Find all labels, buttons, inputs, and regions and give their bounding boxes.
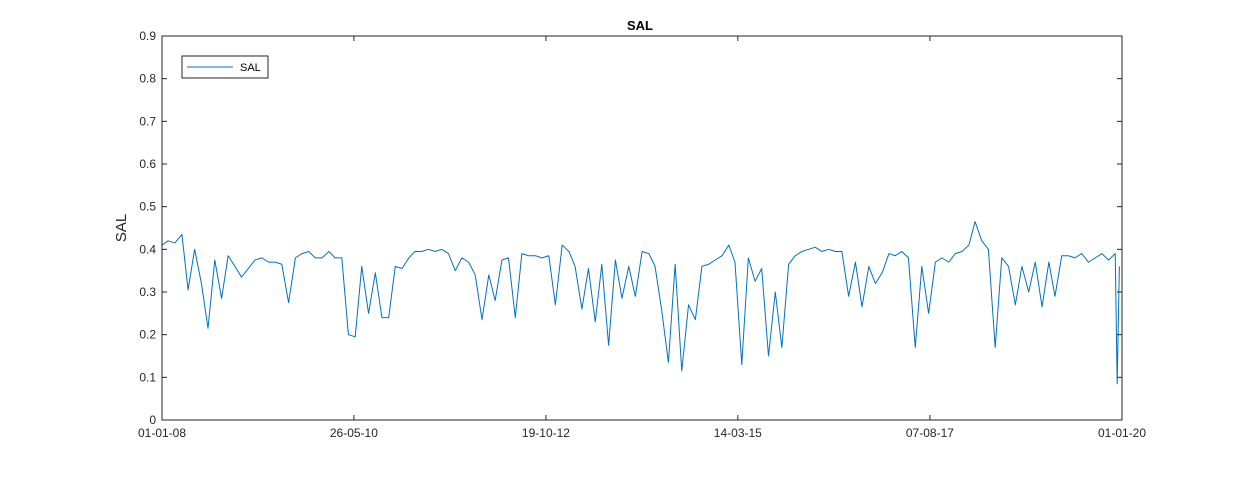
x-tick-label: 26-05-10 [330, 426, 378, 440]
axes-background [162, 36, 1122, 420]
x-tick-label: 01-01-08 [138, 426, 186, 440]
y-tick-label: 0.5 [139, 200, 156, 214]
y-tick-label: 0.2 [139, 328, 156, 342]
y-tick-label: 0.9 [139, 29, 156, 43]
y-tick-label: 0.4 [139, 242, 156, 256]
axes-box [161, 35, 1123, 421]
plot-area [161, 35, 1123, 421]
y-axis-label: SAL [113, 214, 130, 242]
series-line-sal [161, 221, 1120, 385]
y-tick-label: 0 [149, 413, 156, 427]
y-tick-label: 0.8 [139, 72, 156, 86]
y-tick-label: 0.7 [139, 114, 156, 128]
y-tick-label: 0.3 [139, 285, 156, 299]
y-tick-label: 0.6 [139, 157, 156, 171]
chart-title: SAL [627, 18, 653, 33]
y-axis-ticks: 0 0.1 0.2 0.3 0.4 0.5 0.6 0.7 0.8 0.9 [139, 29, 1122, 427]
y-tick-label: 0.1 [139, 370, 156, 384]
legend-entry-sal: SAL [240, 62, 261, 74]
series-layer [161, 221, 1120, 385]
x-tick-label: 14-03-15 [714, 426, 762, 440]
x-tick-label: 07-08-17 [906, 426, 954, 440]
x-tick-label: 19-10-12 [522, 426, 570, 440]
legend: SAL [181, 55, 269, 79]
x-axis-ticks: 01-01-08 26-05-10 19-10-12 14-03-15 07-08-17… [138, 36, 1146, 440]
x-tick-label: 01-01-20 [1098, 426, 1146, 440]
